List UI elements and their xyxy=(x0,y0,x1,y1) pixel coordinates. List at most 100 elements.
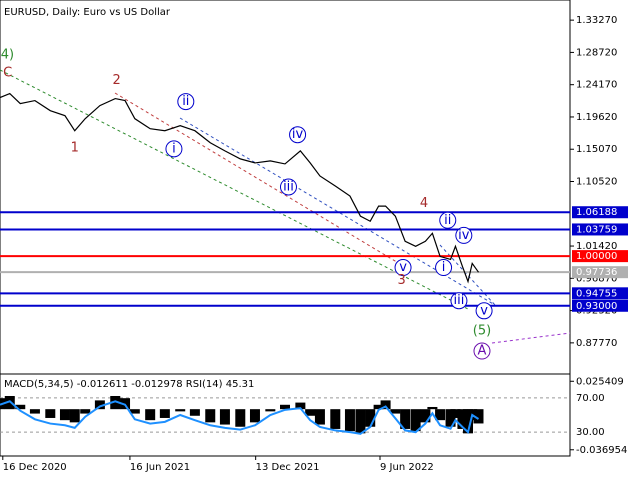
level-label: 0.93000 xyxy=(576,301,617,312)
y-tick-label: 1.10520 xyxy=(576,177,617,188)
macd-bar xyxy=(380,400,391,410)
x-tick-label: 16 Dec 2020 xyxy=(3,462,67,473)
macd-bar xyxy=(400,409,411,429)
y-tick-label: 0.025409 xyxy=(576,376,624,387)
macd-bar xyxy=(265,409,276,412)
wave-label: ii xyxy=(182,94,189,109)
channel-line xyxy=(179,117,496,306)
wave-label: 2 xyxy=(113,73,121,88)
macd-bar xyxy=(330,409,341,429)
macd-bar xyxy=(390,409,401,414)
wave-label: i xyxy=(442,260,446,275)
wave-label: A xyxy=(478,344,487,359)
macd-bar xyxy=(59,409,70,421)
level-label-box xyxy=(572,287,628,300)
wave-circle xyxy=(450,292,468,310)
macd-bar xyxy=(410,409,421,432)
rsi-line xyxy=(0,400,480,435)
macd-bar xyxy=(159,409,170,418)
plot-frame xyxy=(0,0,571,457)
level-label: 1.00000 xyxy=(576,251,617,262)
x-tick-label: 9 Jun 2022 xyxy=(380,462,434,473)
x-tick-label: 16 Jun 2021 xyxy=(130,462,190,473)
macd-bar xyxy=(189,409,200,416)
macd-bar xyxy=(373,404,384,410)
y-tick-label: -0.036954 xyxy=(576,445,627,456)
level-label-box xyxy=(572,223,628,236)
y-tick-label: 1.15070 xyxy=(576,144,617,155)
macd-bar xyxy=(80,409,91,414)
macd-bar xyxy=(450,409,461,418)
y-tick-label: 0.87770 xyxy=(576,338,617,349)
y-tick-label: 0.96870 xyxy=(576,273,617,284)
y-tick-label: 1.01420 xyxy=(576,241,617,252)
level-label: 0.97736 xyxy=(576,267,617,278)
wave-label: 1 xyxy=(71,140,79,155)
wave-label: v xyxy=(399,260,407,275)
macd-bar xyxy=(314,409,325,425)
level-label-box xyxy=(572,250,628,263)
macd-bar xyxy=(420,409,431,423)
level-label-box xyxy=(572,266,628,279)
chart-title: EURUSD, Daily: Euro vs US Dollar xyxy=(4,7,171,18)
macd-bar xyxy=(15,404,26,410)
wave-label: 3 xyxy=(398,273,406,288)
macd-bar xyxy=(110,395,121,410)
wave-label: (4) xyxy=(0,47,14,62)
macd-bar xyxy=(94,400,105,410)
projection-line xyxy=(491,332,571,344)
wave-channels xyxy=(0,69,571,344)
macd-bar xyxy=(205,409,216,423)
wave-circle xyxy=(165,140,183,158)
wave-label: iv xyxy=(458,228,470,243)
y2-tick-label: 30.00 xyxy=(576,427,605,438)
wave-label: v xyxy=(480,303,488,318)
wave-circle xyxy=(435,259,453,277)
price-line xyxy=(0,92,479,284)
x-tick-label: 13 Dec 2021 xyxy=(256,462,320,473)
macd-bar xyxy=(435,409,446,421)
channel-line xyxy=(439,244,496,306)
macd-bar xyxy=(29,409,40,414)
macd-bar xyxy=(457,409,468,429)
wave-label: iii xyxy=(454,293,465,308)
y2-tick-label: 70.00 xyxy=(576,393,605,404)
level-label-box xyxy=(572,206,628,219)
wave-label: ii xyxy=(444,213,451,228)
macd-bar xyxy=(235,409,246,427)
level-label-box xyxy=(572,299,628,312)
wave-label: iv xyxy=(292,127,304,142)
wave-label: C xyxy=(3,65,12,80)
y-tick-label: 1.28720 xyxy=(576,47,617,58)
macd-bar xyxy=(445,409,456,427)
wave-label: i xyxy=(172,141,176,156)
wave-circle xyxy=(475,302,493,320)
wave-circle xyxy=(394,259,412,277)
y-tick-label: 1.19620 xyxy=(576,112,617,123)
macd-bar xyxy=(45,409,56,418)
wave-circle xyxy=(439,211,457,229)
macd-bar xyxy=(365,409,376,427)
y-tick-label: 1.33270 xyxy=(576,15,617,26)
macd-bar xyxy=(69,409,80,423)
macd-bar xyxy=(344,409,355,432)
wave-circle xyxy=(279,178,297,196)
macd-bar xyxy=(219,409,230,425)
macd-bar xyxy=(295,402,306,410)
y-tick-label: 1.24170 xyxy=(576,80,617,91)
macd-bar xyxy=(473,409,484,424)
level-label: 1.06188 xyxy=(576,207,617,218)
indicator-title: MACD(5,34,5) -0.012611 -0.012978 RSI(14)… xyxy=(4,379,254,390)
level-label: 1.03759 xyxy=(576,224,617,235)
macd-bar xyxy=(129,409,140,414)
wave-label: (5) xyxy=(473,323,491,338)
macd-bar xyxy=(427,406,438,410)
wave-circle xyxy=(177,93,195,111)
channel-line xyxy=(0,69,471,311)
macd-bar xyxy=(145,409,156,421)
macd-bar xyxy=(280,404,290,410)
wave-circle xyxy=(289,126,307,144)
wave-circle xyxy=(455,226,473,244)
macd-bar xyxy=(463,409,474,434)
